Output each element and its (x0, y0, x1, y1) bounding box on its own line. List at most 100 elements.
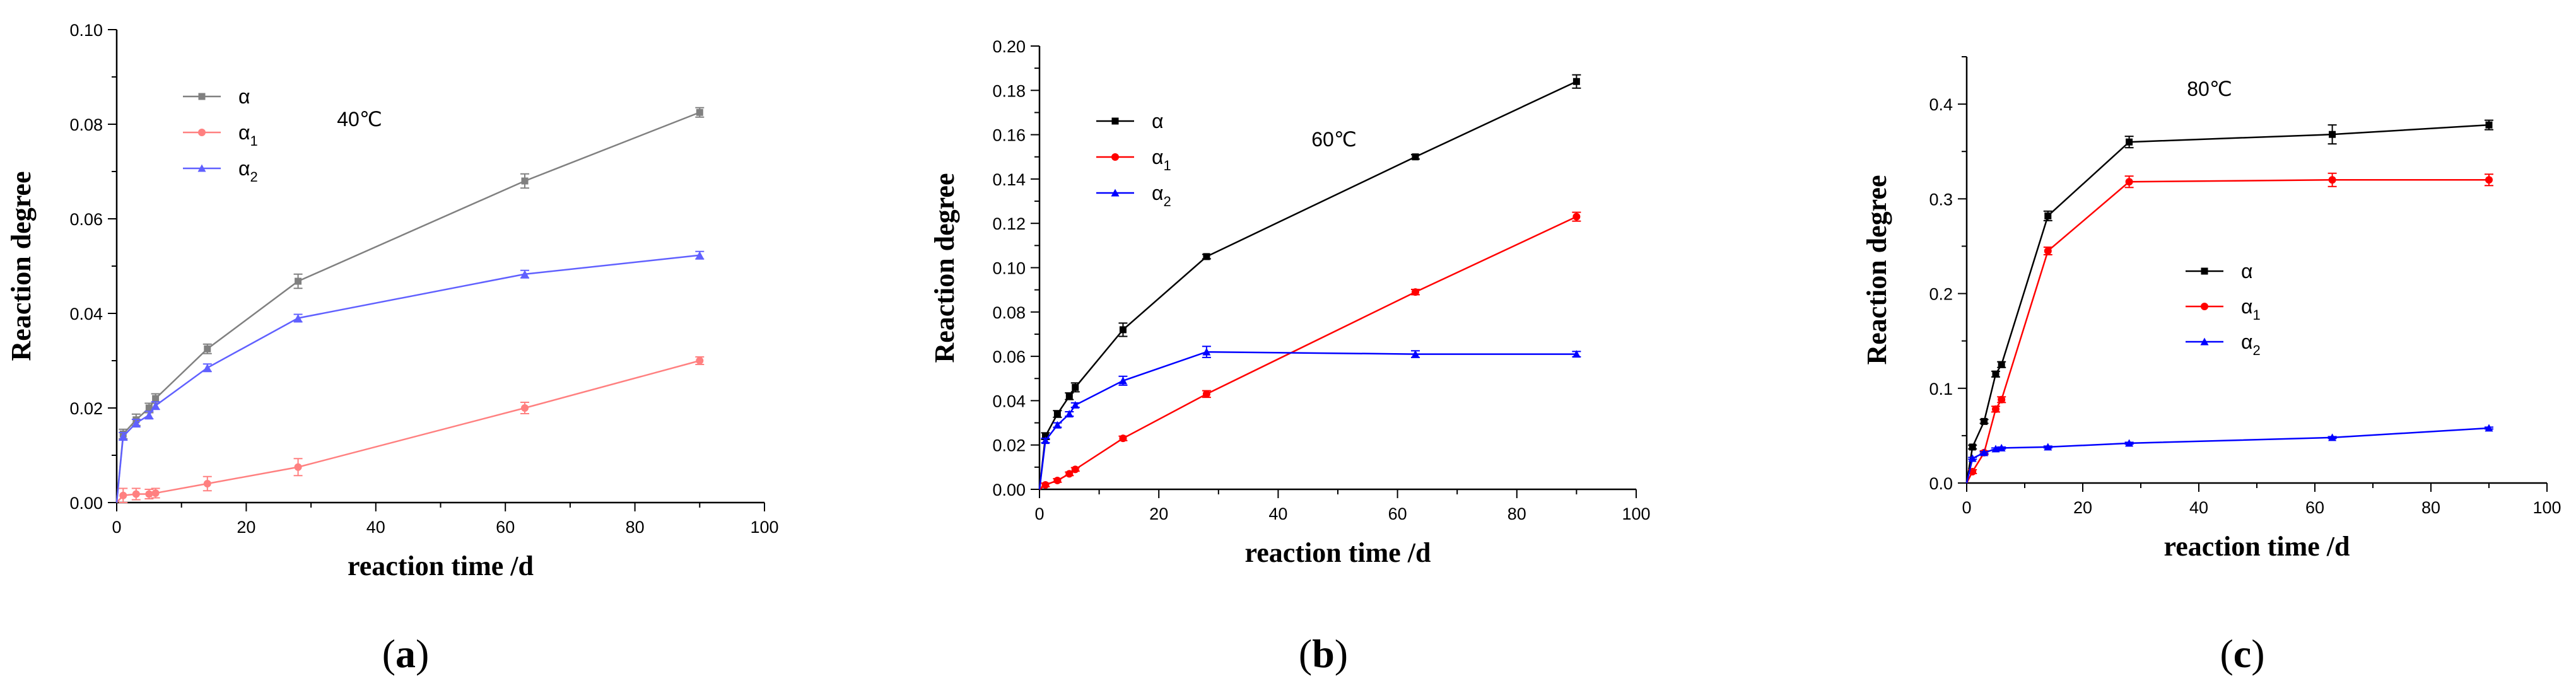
data-point (2125, 178, 2133, 186)
data-point (1998, 395, 2006, 404)
data-point (1992, 370, 1999, 378)
y-tick-label: 0.0 (1929, 474, 1953, 493)
y-tick-label: 0.00 (992, 480, 1026, 499)
data-point (2044, 212, 2052, 219)
panel-paren-open: ( (2220, 631, 2233, 676)
series-alpha (1965, 119, 2493, 484)
chart-panel-b: 0 20 40 60 80 100 0.00 0.02 0.04 0.06 0.08 0.10 0.12… (929, 37, 1651, 676)
y-tick-label: 0.00 (69, 494, 103, 513)
legend-marker (197, 164, 206, 172)
legend-marker (2201, 267, 2208, 275)
data-point (1997, 443, 2006, 451)
series-line (1038, 351, 1577, 490)
y-tick-label: 0.4 (1929, 95, 1953, 114)
data-point (203, 480, 211, 487)
data-point (696, 357, 704, 364)
temperature-label: 80℃ (2187, 78, 2232, 100)
temperature-label: 60℃ (1311, 128, 1357, 151)
temperature-label: 40℃ (337, 108, 382, 131)
data-point (1969, 443, 1976, 451)
legend-symbol: α (238, 157, 250, 180)
data-point (1202, 390, 1210, 398)
data-point (2485, 176, 2493, 184)
series-alpha-1 (116, 356, 705, 503)
legend-marker (2201, 303, 2208, 310)
data-point (204, 345, 211, 352)
x-tick-label: 40 (2189, 498, 2208, 517)
panel-label: (b) (1299, 631, 1348, 676)
data-point (295, 277, 302, 285)
data-point (145, 404, 153, 412)
y-tick-label: 0.08 (69, 115, 103, 134)
panel-paren-open: ( (382, 631, 395, 676)
legend-entry: α2 (183, 157, 258, 185)
data-point (1968, 454, 1977, 462)
legend-label: α1 (238, 121, 258, 149)
legend-label: α1 (2241, 295, 2261, 323)
x-tick-label: 100 (750, 518, 778, 537)
data-point (1065, 409, 1074, 417)
x-axis-title: reaction time /d (348, 550, 534, 581)
legend-entry: α1 (2186, 295, 2261, 323)
data-point (1041, 480, 1050, 489)
data-point (1053, 410, 1061, 417)
legend-symbol: α (2241, 260, 2253, 282)
legend-marker (198, 93, 206, 100)
y-tick-label: 0.20 (992, 37, 1026, 56)
series-line (1965, 124, 2490, 484)
x-tick-label: 60 (496, 518, 515, 537)
data-point (144, 411, 153, 419)
y-tick-label: 0.2 (1929, 285, 1953, 304)
data-point (2044, 247, 2052, 255)
panel-label: (c) (2220, 631, 2264, 676)
panel-paren-open: ( (1299, 631, 1312, 676)
y-tick-label: 0.16 (992, 126, 1026, 145)
legend-label: α (238, 85, 250, 108)
legend-entry: α (2186, 260, 2253, 282)
y-tick-label: 0.04 (992, 392, 1026, 411)
legend-label: α (2241, 260, 2253, 282)
y-axis-title: Reaction degree (6, 172, 37, 361)
panel-paren-close: ) (1335, 631, 1348, 676)
y-tick-label: 0.3 (1929, 190, 1953, 209)
legend-entry: α2 (2186, 330, 2261, 358)
x-tick-label: 60 (1388, 504, 1407, 523)
data-point (1991, 445, 2000, 453)
series-line (1965, 427, 2490, 484)
legend-subscript: 1 (1164, 158, 1171, 173)
legend-symbol: α (238, 85, 250, 108)
legend-entry: α1 (183, 121, 258, 149)
data-point (1041, 433, 1049, 440)
legend-label: α2 (238, 157, 258, 185)
panel-paren-close: ) (2251, 631, 2264, 676)
series-line (116, 359, 700, 503)
data-point (151, 489, 160, 497)
x-tick-label: 100 (1622, 504, 1650, 523)
x-tick-label: 20 (1149, 504, 1168, 523)
legend-marker (2200, 337, 2209, 346)
legend-symbol: α (2241, 330, 2253, 353)
y-tick-label: 0.06 (69, 210, 103, 229)
legend-entry: α1 (1096, 146, 1171, 173)
data-point (1071, 400, 1080, 409)
y-tick-label: 0.14 (992, 170, 1026, 189)
x-tick-label: 0 (112, 518, 121, 537)
y-axis-title: Reaction degree (1861, 175, 1892, 365)
series-alpha-1 (1039, 211, 1581, 491)
data-point (1980, 448, 1989, 457)
legend-symbol: α (238, 121, 250, 144)
data-point (132, 490, 140, 498)
data-point (1572, 78, 1580, 85)
legend-label: α2 (1152, 182, 1171, 209)
legend-symbol: α (1152, 146, 1164, 168)
y-axis-title: Reaction degree (929, 173, 960, 363)
data-point (1992, 405, 1999, 413)
data-point (1203, 253, 1210, 260)
series-alpha-2 (1038, 346, 1581, 490)
data-point (1041, 436, 1050, 445)
y-tick-label: 0.10 (992, 259, 1026, 278)
series-alpha (1038, 74, 1581, 490)
data-point (521, 404, 529, 412)
x-tick-label: 0 (1034, 504, 1044, 523)
y-tick-label: 0.08 (992, 303, 1026, 322)
